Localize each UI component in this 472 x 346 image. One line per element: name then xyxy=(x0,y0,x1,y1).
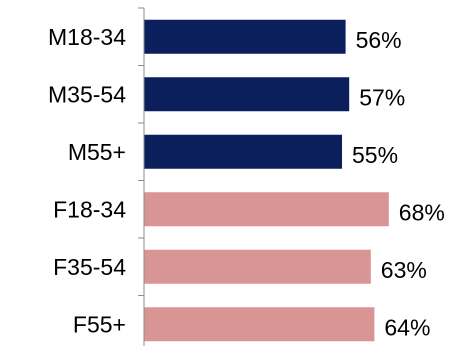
bar-f18-34 xyxy=(144,192,389,227)
bar-m35-54 xyxy=(144,77,350,112)
axis-group xyxy=(138,7,145,346)
bar-f55- xyxy=(144,307,375,342)
value-label-f18-34: 68% xyxy=(399,199,445,225)
value-label-m55-: 55% xyxy=(352,142,398,168)
category-label-m35-54: M35-54 xyxy=(48,81,126,107)
bar-m55- xyxy=(144,134,342,169)
value-label-m18-34: 56% xyxy=(356,27,402,53)
category-label-f18-34: F18-34 xyxy=(53,196,126,222)
bar-m18-34 xyxy=(144,19,346,54)
value-label-f35-54: 63% xyxy=(381,257,427,283)
category-label-m55-: M55+ xyxy=(68,139,126,165)
bar-group xyxy=(144,19,389,342)
category-label-group: M18-34 M35-54 M55+ F18-34 F35-54 F55+ xyxy=(48,24,126,338)
category-label-f35-54: F35-54 xyxy=(53,254,126,280)
value-label-group: 56% 57% 55% 68% 63% 64% xyxy=(352,27,445,341)
category-label-f55-: F55+ xyxy=(73,311,126,337)
category-label-m18-34: M18-34 xyxy=(48,24,126,50)
value-label-f55-: 64% xyxy=(384,314,430,340)
value-label-m35-54: 57% xyxy=(359,84,405,110)
bar-f35-54 xyxy=(144,249,371,284)
